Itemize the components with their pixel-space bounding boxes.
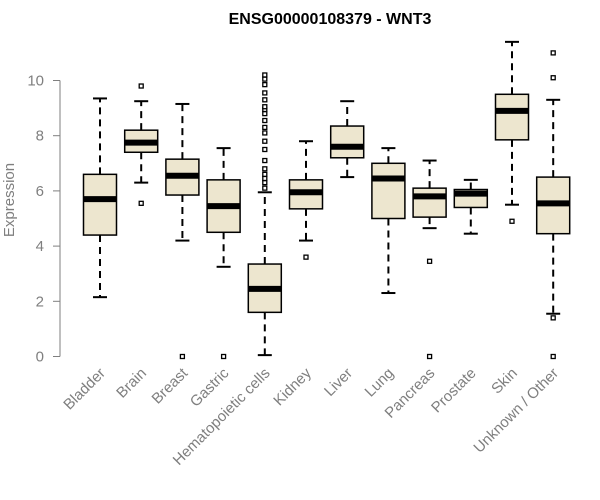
outlier-point [179, 353, 186, 360]
outlier-point [262, 117, 268, 124]
y-axis: 0 2 4 6 8 10 [27, 73, 61, 366]
outlier-point [262, 110, 268, 117]
outlier-point [262, 138, 268, 144]
box-group [123, 83, 159, 206]
outlier-point [550, 315, 556, 321]
outlier-point [262, 130, 268, 136]
box-group [165, 102, 200, 360]
outlier-point [550, 75, 556, 81]
outlier-point [262, 104, 268, 110]
box-group [329, 100, 365, 179]
box-group [288, 140, 324, 260]
chart-title: ENSG00000108379 - WNT3 [229, 11, 432, 28]
outlier-point [550, 50, 556, 56]
outlier-point [262, 124, 268, 131]
outlier-point [262, 185, 268, 191]
box-group [247, 72, 283, 357]
outlier-point [262, 90, 268, 96]
box-group [371, 147, 406, 295]
y-tick-label: 0 [36, 349, 44, 366]
box-group [412, 159, 447, 360]
box-group [82, 97, 118, 299]
outlier-point [262, 175, 268, 182]
outlier-point [262, 76, 268, 82]
y-tick-label: 10 [27, 73, 44, 90]
box-group [206, 147, 241, 360]
box-group [453, 178, 489, 235]
outlier-point [262, 166, 268, 172]
outlier-point [262, 72, 268, 78]
box [371, 162, 406, 220]
y-tick-label: 2 [36, 293, 44, 310]
box [412, 187, 447, 218]
x-tick-label: Liver [321, 365, 356, 400]
outlier-point [138, 83, 144, 89]
outlier-point [262, 97, 268, 103]
x-tick-label: Skin [488, 365, 521, 398]
outlier-point [262, 179, 268, 186]
outlier-point [550, 353, 556, 360]
outlier-point [220, 353, 227, 360]
y-tick-label: 8 [36, 128, 44, 145]
outlier-point [138, 200, 144, 206]
y-tick-label: 6 [36, 183, 44, 200]
box [329, 125, 365, 159]
box [494, 93, 530, 141]
y-axis-label: Expression [1, 163, 18, 237]
x-tick-label: Prostate [428, 365, 480, 417]
box [82, 173, 118, 236]
x-tick-label: Brain [113, 365, 150, 402]
x-tick-label: Kidney [270, 364, 315, 409]
x-tick-label: Breast [149, 364, 192, 407]
outlier-point [509, 218, 515, 224]
outlier-point [262, 157, 268, 164]
outlier-point [426, 258, 433, 264]
outlier-point [262, 81, 268, 88]
box-group [535, 50, 571, 360]
boxes [82, 40, 571, 360]
outlier-point [262, 171, 268, 177]
outlier-point [262, 146, 268, 153]
x-tick-label: Bladder [60, 365, 109, 414]
outlier-point [426, 353, 433, 360]
outlier-point [303, 254, 309, 260]
x-tick-label: Lung [362, 365, 398, 401]
box-group [494, 40, 530, 224]
y-tick-label: 4 [36, 238, 44, 255]
